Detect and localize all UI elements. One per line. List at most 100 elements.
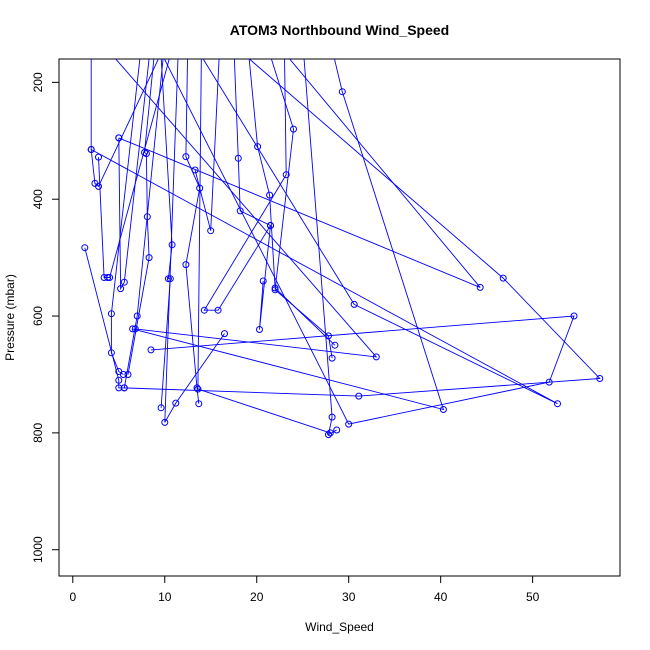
data-point bbox=[119, 371, 127, 378]
series-line bbox=[150, 59, 575, 425]
x-tick-label: 10 bbox=[158, 590, 172, 604]
series-line bbox=[270, 59, 333, 359]
series-line bbox=[90, 59, 159, 188]
series-line bbox=[118, 59, 481, 288]
data-point bbox=[117, 285, 125, 293]
data-point bbox=[345, 420, 353, 428]
y-axis: 200 400 600 800 1000 bbox=[31, 72, 60, 563]
series-19 bbox=[87, 59, 561, 408]
data-point bbox=[266, 191, 274, 199]
data-point bbox=[193, 384, 201, 392]
x-tick-label: 20 bbox=[250, 590, 264, 604]
data-point bbox=[168, 241, 176, 249]
data-point bbox=[214, 306, 222, 314]
data-point bbox=[326, 429, 334, 437]
series-layer bbox=[81, 59, 604, 439]
data-point bbox=[120, 384, 128, 392]
data-point bbox=[331, 341, 339, 349]
data-point bbox=[338, 88, 346, 96]
data-point bbox=[191, 166, 199, 174]
data-point bbox=[236, 207, 244, 215]
data-point bbox=[328, 354, 336, 362]
series-5 bbox=[107, 59, 141, 378]
series-line bbox=[203, 59, 287, 311]
data-point bbox=[104, 274, 112, 281]
data-point bbox=[554, 400, 561, 408]
x-tick-label: 0 bbox=[69, 590, 76, 604]
data-point bbox=[570, 312, 578, 320]
x-tick-label: 40 bbox=[434, 590, 448, 604]
series-14 bbox=[270, 59, 336, 362]
y-tick-label: 1000 bbox=[31, 536, 45, 563]
series-15 bbox=[200, 59, 290, 314]
series-line bbox=[90, 59, 558, 405]
data-point bbox=[350, 300, 358, 308]
data-point bbox=[328, 413, 336, 421]
series-line bbox=[164, 59, 225, 423]
series-line bbox=[110, 59, 141, 375]
data-point bbox=[325, 431, 332, 439]
data-point bbox=[182, 261, 190, 269]
series-7 bbox=[157, 59, 176, 412]
chart-title: ATOM3 Northbound Wind_Speed bbox=[230, 22, 449, 38]
series-line bbox=[194, 59, 220, 231]
data-point bbox=[439, 406, 447, 413]
data-point bbox=[164, 275, 172, 283]
series-line bbox=[132, 59, 445, 411]
data-point bbox=[142, 150, 150, 158]
data-point bbox=[372, 353, 380, 361]
series-21 bbox=[115, 59, 484, 291]
data-point bbox=[157, 404, 165, 412]
data-point bbox=[333, 426, 341, 434]
series-4 bbox=[81, 59, 164, 392]
data-point bbox=[194, 385, 202, 393]
series-line bbox=[185, 59, 201, 404]
data-point bbox=[259, 277, 267, 285]
data-point bbox=[596, 375, 604, 382]
data-point bbox=[290, 125, 297, 133]
series-10 bbox=[194, 59, 334, 437]
data-point bbox=[195, 400, 203, 408]
series-16 bbox=[303, 59, 341, 439]
series-17 bbox=[129, 59, 447, 413]
data-point bbox=[200, 306, 208, 314]
series-line bbox=[98, 59, 170, 278]
data-point bbox=[124, 371, 132, 378]
data-point bbox=[221, 330, 228, 338]
data-point bbox=[81, 244, 89, 252]
series-11 bbox=[191, 59, 220, 235]
data-point bbox=[106, 274, 114, 281]
series-20 bbox=[120, 59, 604, 400]
data-point bbox=[499, 274, 507, 282]
data-point bbox=[145, 254, 153, 262]
series-8 bbox=[161, 59, 228, 426]
data-point bbox=[133, 312, 141, 320]
series-line bbox=[160, 59, 173, 408]
y-tick-label: 200 bbox=[31, 72, 45, 92]
series-line bbox=[118, 59, 150, 291]
data-point bbox=[172, 399, 180, 407]
series-line bbox=[303, 59, 337, 436]
data-point bbox=[131, 325, 139, 333]
data-point bbox=[207, 227, 215, 235]
data-point bbox=[107, 349, 115, 357]
series-13 bbox=[248, 59, 339, 349]
x-tick-label: 50 bbox=[526, 590, 540, 604]
data-point bbox=[115, 376, 123, 384]
data-point bbox=[161, 418, 169, 426]
series-line bbox=[127, 59, 155, 375]
series-line bbox=[248, 59, 336, 346]
y-tick-label: 600 bbox=[31, 306, 45, 326]
data-point bbox=[271, 286, 279, 294]
data-point bbox=[234, 154, 242, 162]
y-axis-label: Pressure (mbar) bbox=[3, 274, 17, 361]
series-2 bbox=[95, 59, 170, 281]
data-point bbox=[95, 182, 102, 190]
data-point bbox=[476, 283, 484, 291]
y-tick-label: 400 bbox=[31, 189, 45, 209]
x-axis-label: Wind_Speed bbox=[305, 620, 374, 634]
data-point bbox=[115, 134, 123, 142]
series-22 bbox=[115, 59, 380, 361]
x-axis: 0 10 20 30 40 50 bbox=[69, 575, 540, 604]
